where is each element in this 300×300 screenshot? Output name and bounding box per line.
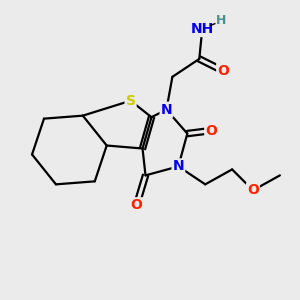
Text: N: N [160,103,172,117]
Text: O: O [247,183,259,197]
Text: O: O [130,198,142,212]
Text: H: H [216,14,226,27]
Text: O: O [217,64,229,78]
Text: N: N [172,159,184,173]
Text: NH: NH [190,22,214,36]
Text: O: O [205,124,217,138]
Text: S: S [126,94,136,108]
